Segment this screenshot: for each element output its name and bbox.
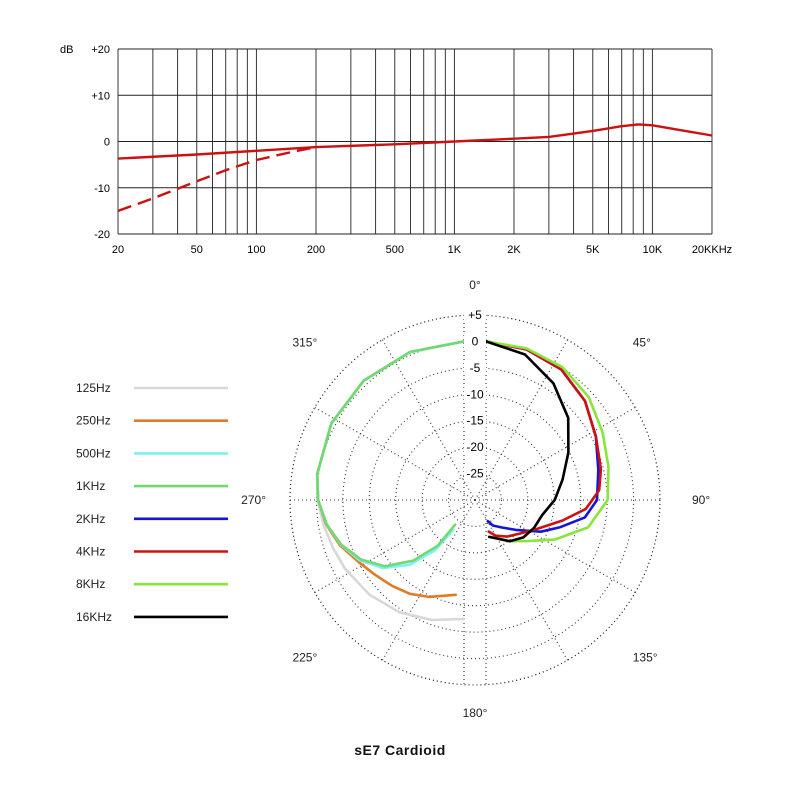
polar-ring [368, 393, 582, 607]
frequency-curve-solid [117, 123, 713, 160]
frequency-curve-dashed [117, 145, 317, 213]
x-tick-label: 50 [191, 244, 203, 256]
frequency-response-curves [117, 123, 713, 213]
radial-label-bg [464, 413, 486, 428]
radial-tick-label: -25 [466, 467, 484, 481]
radial-tick-label: -20 [466, 440, 484, 454]
polar-ring [315, 340, 635, 660]
frequency-response-grid [117, 48, 713, 235]
x-tick-label: 1K [448, 244, 462, 256]
radial-tick-label: -5 [470, 361, 481, 375]
legend-label: 500Hz [76, 446, 111, 460]
radial-tick-label: 0 [472, 334, 479, 348]
legend-label: 4KHz [76, 545, 105, 559]
angle-label: 180° [463, 706, 488, 720]
radial-label-bg [464, 360, 486, 375]
x-tick-label: 10K [643, 244, 663, 256]
x-tick-label: 200 [307, 244, 325, 256]
radial-label-bg [464, 387, 486, 402]
polar-spoke [382, 339, 476, 501]
radial-label-bg [464, 334, 486, 349]
polar-curve-500hz [315, 340, 466, 570]
polar-spoke [314, 407, 476, 501]
legend: 125Hz 250Hz 500Hz 1KHz 2KHz 4KHz 8KHz 16KHz [76, 381, 228, 624]
radial-label-bg [464, 308, 486, 322]
polar-curves [315, 340, 610, 622]
polar-curve-2khz [484, 340, 600, 533]
radial-tick-label: +5 [468, 308, 482, 322]
x-tick-label: 20 [112, 244, 124, 256]
angle-label: 0° [469, 278, 481, 292]
y-tick-label: 0 [104, 137, 110, 149]
angle-label: 270° [241, 493, 266, 507]
y-tick-label: +10 [91, 90, 110, 102]
legend-label: 1KHz [76, 479, 105, 493]
legend-label: 8KHz [76, 577, 105, 591]
polar-spoke [474, 407, 636, 501]
legend-label: 250Hz [76, 414, 111, 428]
radial-tick-label: -10 [466, 387, 484, 401]
y-tick-label: -10 [94, 183, 110, 195]
radial-tick-label: -15 [466, 414, 484, 428]
polar-ring [448, 473, 502, 527]
polar-labels: +5 0 -5 -10 -15 -20 -25 0° 45° 90° 135° 180° 225° 270… [241, 278, 710, 720]
x-tick-label: 5K [586, 244, 600, 256]
polar-spoke [382, 499, 476, 661]
x-tick-label: 2K [507, 244, 521, 256]
polar-spoke [474, 499, 568, 661]
polar-curve-16khz [484, 340, 570, 543]
polar-spoke [474, 339, 568, 501]
angle-label: 90° [692, 493, 710, 507]
y-tick-label: +20 [91, 44, 110, 56]
radial-label-bg [464, 440, 486, 455]
y-tick-label: -20 [94, 229, 110, 241]
y-unit-label: dB [60, 44, 73, 56]
legend-label: 2KHz [76, 512, 105, 526]
polar-spoke [314, 499, 476, 593]
legend-label: 16KHz [76, 610, 112, 624]
polar-curve-4khz [484, 340, 603, 538]
angle-label: 225° [292, 651, 317, 665]
radial-label-bg [464, 466, 486, 481]
angle-label: 315° [292, 335, 317, 349]
x-tick-label: 100 [247, 244, 265, 256]
chart-caption: sE7 Cardioid [354, 742, 446, 758]
x-tick-label: 500 [386, 244, 404, 256]
legend-label: 125Hz [76, 381, 111, 395]
polar-spoke [474, 499, 636, 593]
x-tick-label: 20KKHz [692, 244, 732, 256]
polar-curve-1khz [315, 340, 466, 568]
angle-label: 135° [633, 651, 658, 665]
angle-label: 45° [633, 335, 651, 349]
